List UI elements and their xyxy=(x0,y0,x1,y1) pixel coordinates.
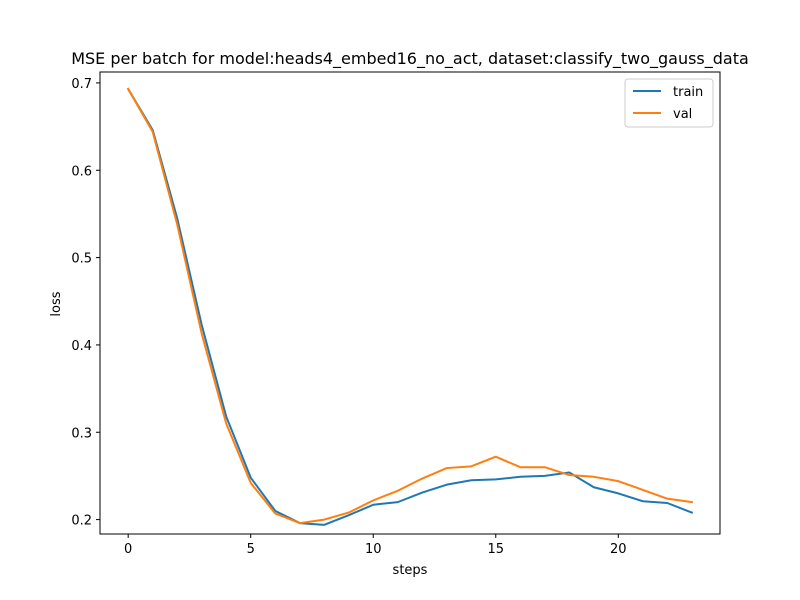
x-tick-label: 10 xyxy=(365,542,382,557)
series-line-val xyxy=(126,87,693,525)
y-tick-label: 0.3 xyxy=(71,426,92,441)
y-tick-label: 0.4 xyxy=(71,339,92,354)
series-line-train xyxy=(126,87,694,526)
y-tick-label: 0.2 xyxy=(71,514,92,529)
y-tick-label: 0.7 xyxy=(71,77,92,92)
y-tick-label: 0.5 xyxy=(71,252,92,267)
y-axis-label: loss xyxy=(49,291,64,316)
y-tick-label: 0.6 xyxy=(71,164,92,179)
legend-label-val: val xyxy=(673,107,692,122)
x-tick-label: 5 xyxy=(247,542,255,557)
x-tick-label: 20 xyxy=(610,542,627,557)
chart-title: MSE per batch for model:heads4_embed16_n… xyxy=(71,49,749,69)
plot-area: 0 5 10 15 20 0.2 0.3 0.4 0.5 0.6 0.7 train val xyxy=(71,71,721,557)
x-tick-label: 15 xyxy=(487,542,504,557)
x-axis-label: steps xyxy=(393,563,428,578)
legend-label-train: train xyxy=(673,85,703,100)
plot-frame xyxy=(99,71,721,535)
x-tick-label: 0 xyxy=(124,542,132,557)
